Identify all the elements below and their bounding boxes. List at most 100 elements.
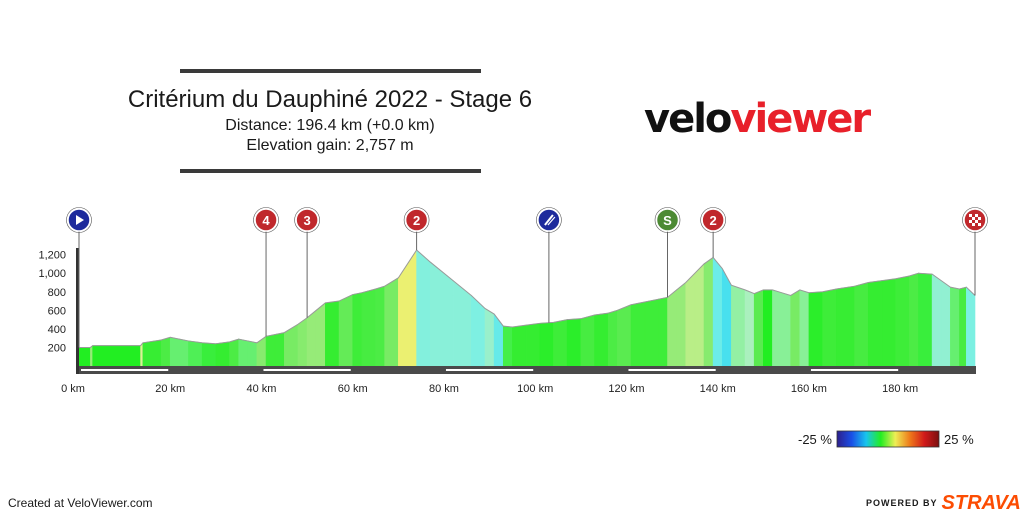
marker-label: 2 <box>413 213 420 228</box>
profile-segment <box>712 256 723 367</box>
profile-segment <box>799 289 810 367</box>
profile-segment <box>238 338 249 367</box>
chart-title: Critérium du Dauphiné 2022 - Stage 6 <box>127 86 533 113</box>
marker-label: 3 <box>303 213 310 228</box>
axis-stripe <box>81 369 169 371</box>
y-tick-label: 200 <box>48 342 66 354</box>
profile-segment <box>283 323 299 367</box>
x-tick-label: 140 km <box>700 383 736 395</box>
profile-segment <box>658 296 668 367</box>
profile-segment <box>694 263 705 367</box>
profile-segment <box>617 304 632 367</box>
y-tick-label: 400 <box>48 324 66 336</box>
elevation-axis-line <box>76 248 79 374</box>
profile-segment <box>808 291 823 367</box>
start-icon <box>66 207 92 233</box>
profile-segment <box>753 289 764 367</box>
profile-segment <box>484 307 495 367</box>
profile-segment <box>256 335 267 367</box>
profile-segment <box>685 272 696 367</box>
profile-segment <box>676 281 687 367</box>
marker-label: 2 <box>710 213 717 228</box>
profile-segment <box>881 278 896 367</box>
profile-segment <box>188 340 203 367</box>
y-tick-label: 1,200 <box>38 250 66 262</box>
header-bottom-rule <box>180 169 481 173</box>
powered-by-strava: POWERED BY STRAVA <box>866 492 1021 515</box>
profile-segment <box>959 286 967 367</box>
profile-segment <box>940 280 951 367</box>
profile-segment <box>493 313 504 367</box>
axis-stripe <box>628 369 716 371</box>
profile-outline <box>79 249 976 348</box>
profile-segment <box>630 301 646 367</box>
profile-segment <box>703 256 714 367</box>
climb-category-icon: 3 <box>294 207 320 233</box>
profile-segment <box>966 286 976 367</box>
profile-segment <box>580 314 595 367</box>
profile-segment <box>78 347 91 367</box>
distance-text: Distance: 196.4 km (+0.0 km) <box>225 117 435 134</box>
profile-segment <box>160 336 171 367</box>
x-tick-label: 180 km <box>882 383 918 395</box>
profile-segment <box>553 319 568 367</box>
marker-label: S <box>663 213 672 228</box>
profile-segment <box>247 340 258 367</box>
profile-segment <box>918 272 933 367</box>
x-tick-label: 120 km <box>608 383 644 395</box>
x-tick-label: 20 km <box>155 383 185 395</box>
profile-segment <box>140 341 144 367</box>
header-top-rule <box>180 69 481 73</box>
climb-category-icon: 4 <box>253 207 279 233</box>
y-tick-label: 600 <box>48 305 66 317</box>
profile-segment <box>398 248 417 367</box>
profile-segment <box>352 292 363 367</box>
profile-segment <box>836 285 855 367</box>
elevation-gain-text: Elevation gain: 2,757 m <box>246 137 414 154</box>
profile-segment <box>338 294 354 367</box>
profile-segment <box>92 345 141 367</box>
elevation-profile-chart: 200 400 600 800 1,000 1,200 0 km 20 km 40 km 60 k… <box>38 207 988 395</box>
axis-stripe <box>445 369 534 371</box>
profile-segment <box>744 289 755 367</box>
profile-segment <box>909 272 919 367</box>
axis-stripe <box>263 369 351 371</box>
profile-segment <box>607 309 618 367</box>
profile-segment <box>772 289 782 367</box>
profile-segment <box>297 317 308 367</box>
created-at-text: Created at VeloViewer.com <box>8 496 153 510</box>
profile-segment <box>854 282 869 367</box>
gradient-legend-bar <box>836 430 940 448</box>
profile-segment <box>229 338 239 367</box>
finish-flag-icon <box>962 207 988 233</box>
profile-segment <box>274 332 285 367</box>
x-tick-label: 40 km <box>247 383 277 395</box>
profile-segment <box>416 249 431 367</box>
x-tick-label: 100 km <box>517 383 553 395</box>
x-tick-label: 60 km <box>338 383 368 395</box>
profile-segment <box>325 300 340 367</box>
x-tick-label: 160 km <box>791 383 827 395</box>
profile-segment <box>594 312 609 367</box>
profile-segment <box>867 280 883 367</box>
profile-segment <box>539 322 554 367</box>
feed-zone-icon <box>536 207 562 233</box>
logo-viewer: viewer <box>730 96 871 142</box>
profile-segment <box>265 334 276 367</box>
profile-segment <box>763 289 773 367</box>
profile-segment <box>790 289 801 367</box>
profile-segment <box>512 324 527 367</box>
profile-segment <box>644 298 659 367</box>
profile-segment <box>502 325 513 367</box>
profile-segment <box>525 322 541 367</box>
profile-segment <box>731 284 746 367</box>
axis-stripe <box>810 369 899 371</box>
powered-by-text: POWERED BY <box>866 498 938 508</box>
profile-segment <box>315 302 326 367</box>
legend-min-label: -25 % <box>798 432 832 447</box>
profile-segment <box>306 309 317 367</box>
profile-segment <box>384 277 399 367</box>
y-tick-label: 800 <box>48 287 66 299</box>
marker-label: 4 <box>262 213 270 228</box>
profile-segment <box>931 273 942 367</box>
